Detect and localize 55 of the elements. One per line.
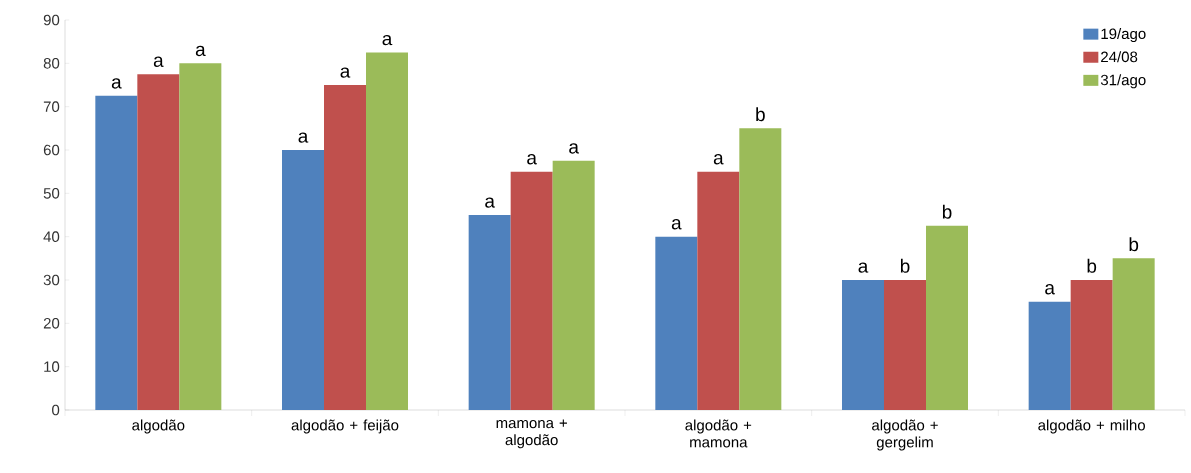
bar bbox=[883, 280, 926, 410]
bar bbox=[95, 95, 138, 410]
bar bbox=[510, 171, 553, 410]
annotation: a bbox=[298, 132, 309, 143]
bar bbox=[179, 63, 222, 410]
annotation: a bbox=[858, 262, 869, 273]
y-tick-label: 20 bbox=[43, 318, 60, 329]
annotation: b bbox=[756, 107, 765, 122]
bar bbox=[1112, 258, 1155, 410]
y-tick-label: 70 bbox=[43, 101, 60, 112]
y-tick-label: 60 bbox=[43, 144, 60, 156]
x-tick-label: algodão bbox=[132, 419, 185, 434]
bar bbox=[697, 171, 740, 410]
x-tick-label: algodão + feijão bbox=[291, 419, 399, 434]
annotation: a bbox=[569, 143, 579, 154]
bar bbox=[926, 225, 968, 410]
annotation: b bbox=[1129, 237, 1139, 252]
bar bbox=[841, 280, 884, 410]
y-tick-label: 90 bbox=[43, 14, 60, 26]
annotation: a bbox=[527, 154, 537, 165]
bar bbox=[366, 52, 408, 410]
annotation: a bbox=[382, 34, 393, 46]
annotation: a bbox=[111, 78, 122, 89]
bar bbox=[1028, 301, 1071, 410]
x-tick-label: algodão + milho bbox=[1038, 419, 1145, 434]
y-tick-label: 0 bbox=[52, 404, 60, 416]
annotation: a bbox=[195, 45, 206, 57]
bar bbox=[324, 85, 366, 410]
y-tick-label: 10 bbox=[44, 361, 60, 372]
y-tick-label: 40 bbox=[43, 231, 60, 242]
x-tick-label: algodão + mamona bbox=[685, 419, 752, 448]
y-tick-label: 80 bbox=[43, 58, 60, 69]
annotation: b bbox=[1087, 258, 1097, 273]
bar bbox=[655, 236, 698, 410]
legend-label: 31/ago bbox=[1100, 74, 1146, 89]
annotation: a bbox=[671, 219, 682, 230]
x-tick-label: mamona + algodão bbox=[496, 419, 567, 449]
bar bbox=[282, 150, 324, 410]
annotation: a bbox=[713, 154, 724, 165]
bar bbox=[137, 74, 180, 410]
y-tick-label: 30 bbox=[43, 274, 60, 286]
annotation: b bbox=[942, 204, 952, 219]
annotation: a bbox=[485, 197, 495, 208]
bar bbox=[739, 128, 782, 410]
legend-label: 24/08 bbox=[1101, 51, 1138, 63]
bar bbox=[468, 215, 511, 410]
annotation: a bbox=[153, 56, 164, 67]
x-tick-label: algodão + gergelim bbox=[872, 419, 938, 451]
annotation: b bbox=[900, 258, 910, 273]
legend-label: 19/ago bbox=[1101, 28, 1146, 43]
annotation: a bbox=[1045, 284, 1055, 295]
annotation: a bbox=[340, 67, 351, 78]
bar bbox=[552, 160, 595, 410]
bar bbox=[1070, 280, 1113, 410]
y-tick-label: 50 bbox=[43, 188, 60, 199]
